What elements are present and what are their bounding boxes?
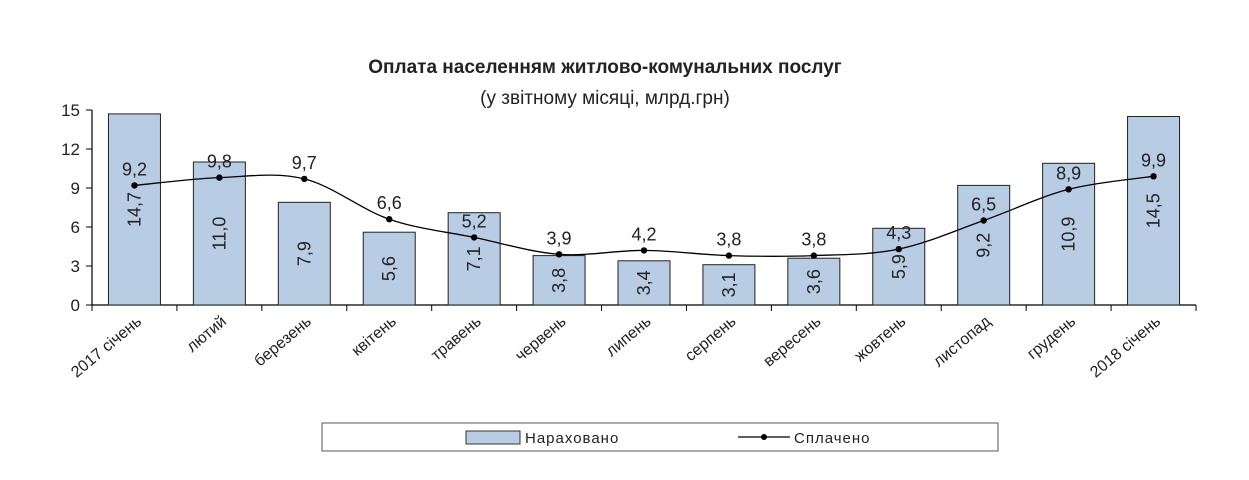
line-value-label: 8,9: [1056, 163, 1081, 183]
bar-value-label: 3,6: [804, 269, 824, 294]
bar-value-label: 3,8: [549, 268, 569, 293]
line-value-label: 9,8: [207, 152, 232, 172]
chart-subtitle: (у звітному місяці, млрд.грн): [480, 88, 730, 109]
bar-value-label: 7,1: [464, 246, 484, 271]
legend-box: [321, 422, 999, 452]
y-tick-label: 12: [61, 140, 80, 159]
bar-value-label: 11,0: [209, 217, 229, 251]
line-point: [386, 216, 393, 223]
x-tick-label: вересень: [761, 313, 825, 370]
x-tick-label: липень: [603, 313, 655, 360]
line-point: [725, 252, 733, 259]
x-tick-label: червень: [512, 313, 569, 365]
y-tick-label: 6: [71, 218, 80, 237]
bar: [617, 260, 671, 306]
bar-value-label: 3,4: [634, 270, 654, 295]
bar-value-label: 5,6: [379, 256, 399, 281]
line-value-label: 5,2: [462, 211, 487, 231]
chart-title: Оплата населенням житлово-комунальних по…: [368, 57, 842, 78]
line-value-label: 3,8: [716, 230, 741, 250]
bar: [872, 227, 926, 306]
x-tick-label: серпень: [682, 313, 739, 365]
y-tick-label: 3: [71, 257, 80, 276]
line-point: [1065, 186, 1072, 193]
bar-value-label: 9,2: [974, 233, 994, 258]
bar: [787, 257, 841, 306]
x-tick-label: жовтень: [852, 313, 910, 365]
line-point: [1150, 173, 1157, 180]
legend-line-marker: [761, 434, 767, 440]
line-point: [810, 252, 818, 259]
line-point: [216, 174, 223, 181]
bar: [1127, 116, 1181, 306]
line-point: [131, 182, 138, 189]
bar: [532, 255, 586, 306]
x-tick-label: 2018 січень: [1087, 313, 1164, 381]
line-value-label: 4,2: [631, 224, 656, 244]
y-tick-label: 0: [71, 296, 80, 315]
legend-item-splacheno: Сплачено: [794, 430, 871, 447]
bar-value-label: 3,1: [719, 272, 739, 297]
line-point: [895, 245, 902, 253]
line-point: [555, 251, 563, 258]
line-value-label: 3,8: [801, 230, 826, 250]
bars: [107, 113, 1181, 306]
bar: [277, 201, 331, 306]
bar-value-label: 14,5: [1144, 193, 1164, 228]
line-value-label: 6,6: [377, 193, 402, 213]
line-value-label: 9,7: [292, 153, 317, 173]
x-tick-label: грудень: [1024, 313, 1079, 363]
bar-value-label: 5,9: [889, 254, 909, 279]
line-value-label: 9,2: [122, 159, 147, 179]
y-tick-label: 15: [61, 101, 80, 120]
legend-item-nakhovano: Нараховано: [525, 430, 619, 447]
line-point: [470, 234, 478, 241]
x-tick-label: листопад: [930, 313, 994, 371]
line-point: [640, 247, 648, 254]
data-labels: 14,7 11,0 7,9 5,6 7,1 3,8 3,4 3,1 3,6 5,9 9,2 10,9 1…: [122, 150, 1166, 297]
line-point: [980, 217, 987, 224]
line-value-label: 3,9: [547, 228, 572, 248]
legend: Нараховано Сплачено: [321, 422, 999, 452]
line-point: [301, 175, 308, 183]
bar: [192, 161, 246, 306]
y-tick-label: 9: [71, 179, 80, 198]
x-tick-label: травень: [428, 313, 485, 364]
bar: [362, 231, 416, 306]
bar-value-label: 14,7: [124, 192, 144, 227]
bar: [447, 212, 501, 306]
bar-value-label: 7,9: [294, 241, 314, 266]
bar-value-label: 10,9: [1059, 217, 1079, 252]
bar: [107, 113, 161, 306]
bar: [957, 184, 1011, 306]
bar: [702, 264, 756, 306]
line-series: [131, 173, 1157, 259]
x-tick-label: березень: [251, 313, 314, 370]
line-value-label: 6,5: [971, 195, 996, 215]
x-tick-label: 2017 січень: [68, 313, 145, 381]
legend-bar-swatch: [465, 430, 521, 445]
line-value-label: 9,9: [1141, 150, 1166, 170]
line-value-label: 4,3: [886, 223, 911, 243]
x-tick-label: лютий: [184, 313, 230, 356]
x-tick-label: квітень: [349, 313, 400, 360]
